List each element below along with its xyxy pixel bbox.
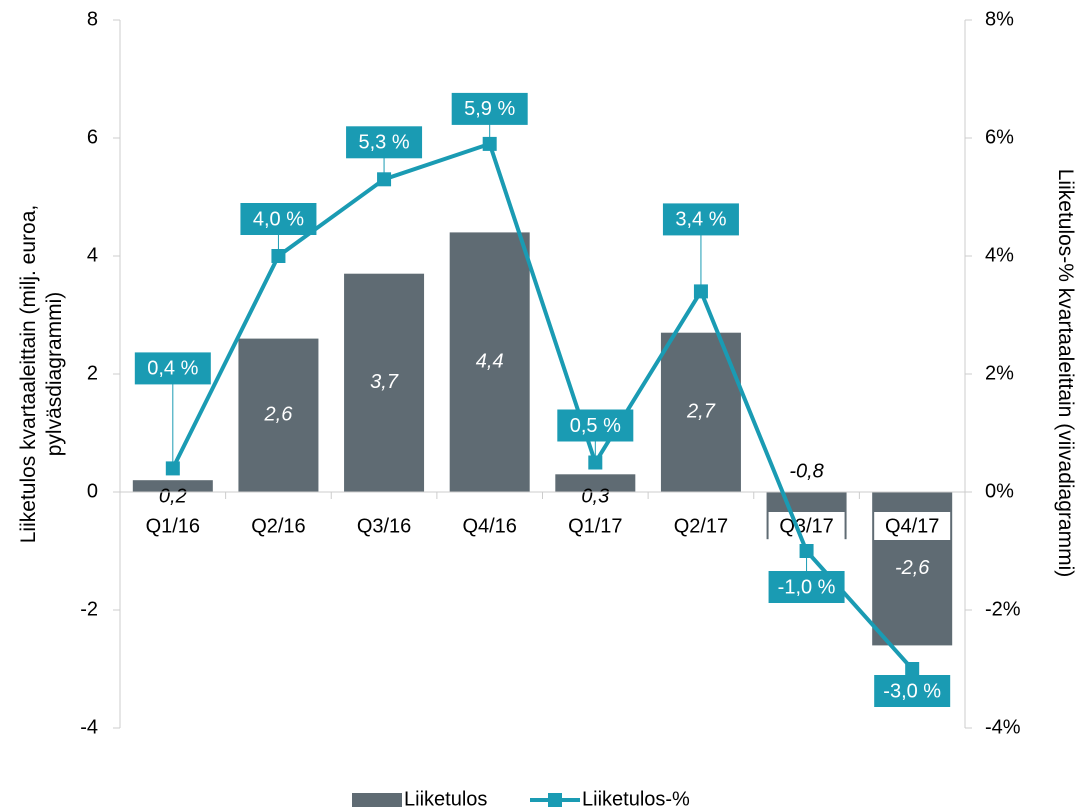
line-marker [377, 172, 392, 187]
x-tick-label: Q4/16 [462, 515, 516, 537]
line-label-box [134, 352, 211, 385]
y2-tick-label: -4% [985, 716, 1021, 738]
x-tick-label: Q2/16 [251, 515, 305, 537]
legend-label: Liiketulos [404, 788, 487, 810]
bar [344, 273, 425, 492]
line [171, 141, 914, 671]
line-value-label: 5,3 % [358, 132, 409, 154]
line-value-label: -3,0 % [883, 680, 941, 702]
bar-value-label: 2,6 [264, 404, 294, 426]
bar-value-label: 0,2 [159, 485, 187, 507]
line-marker [482, 136, 497, 151]
x-tick-label: Q3/17 [779, 515, 833, 537]
y-tick-label: -2 [80, 598, 98, 620]
x-tick-label: Q4/17 [885, 515, 939, 537]
y2-tick-label: 2% [985, 362, 1014, 384]
bar-value-label: 4,4 [476, 350, 504, 372]
y-tick-label: 4 [87, 244, 98, 266]
x-tick-label-bg [662, 512, 739, 540]
y2-tick-label: 0% [985, 480, 1014, 502]
line-marker [271, 249, 286, 263]
y2-tick-label: 4% [985, 244, 1014, 266]
legend-swatch [352, 793, 402, 807]
line-label-box [346, 126, 423, 159]
line-value-label: 0,4 % [147, 358, 198, 380]
y2-tick-label: 8% [985, 8, 1014, 30]
x-tick-label: Q2/17 [674, 515, 728, 537]
y2-tick-label: 6% [985, 126, 1014, 148]
line-value-label: 4,0 % [253, 208, 304, 230]
bar [238, 338, 319, 492]
x-tick-label-bg [557, 512, 634, 540]
y-tick-label: 2 [87, 362, 98, 384]
line-value-label: 0,5 % [570, 415, 621, 437]
line-value-label: 3,4 % [675, 209, 726, 231]
line-marker [165, 461, 180, 476]
bar [449, 232, 530, 492]
line-marker [693, 284, 708, 299]
line-marker [905, 662, 920, 676]
line-marker [588, 455, 603, 470]
bar-value-label: 3,7 [370, 371, 399, 393]
line-label-box [662, 203, 739, 236]
x-tick-label-bg [768, 512, 845, 540]
y-tick-label: -4 [80, 716, 98, 738]
x-tick-label: Q1/17 [568, 515, 622, 537]
line-label-box [768, 571, 845, 603]
bar-value-label: -2,6 [895, 557, 930, 579]
legend-label: Liiketulos-% [582, 788, 690, 810]
y-tick-label: 0 [87, 480, 98, 502]
x-tick-label-bg [874, 512, 951, 540]
bar [132, 480, 213, 492]
line-label-box [451, 92, 528, 125]
y-axis-label: Liiketulos kvartaaleittain (milj. euroa,… [17, 204, 66, 544]
x-tick-label: Q1/16 [146, 515, 200, 537]
bar-value-label: 0,3 [581, 485, 609, 507]
y2-tick-label: -2% [985, 598, 1021, 620]
x-tick-label: Q3/16 [357, 515, 411, 537]
y-tick-label: 8 [87, 8, 98, 30]
x-tick-label-bg [134, 512, 211, 540]
x-tick-label-bg [240, 512, 317, 540]
line-value-label: -1,0 % [778, 576, 836, 598]
x-tick-label-bg [346, 512, 423, 540]
line-value-label: 5,9 % [464, 98, 515, 120]
bar-value-label: 2,7 [686, 401, 716, 423]
bar [555, 474, 636, 492]
bar-value-label: -0,8 [789, 460, 823, 482]
y-tick-label: 6 [87, 126, 98, 148]
line-label-box [240, 203, 317, 235]
legend-marker [548, 793, 562, 807]
line-label-box [874, 675, 951, 707]
line-marker [799, 544, 814, 558]
y2-axis-label: Liiketulos-% kvartaaleittain (viivadiagr… [1054, 168, 1077, 578]
x-tick-label-bg [451, 512, 528, 540]
line-label-box [557, 409, 634, 442]
